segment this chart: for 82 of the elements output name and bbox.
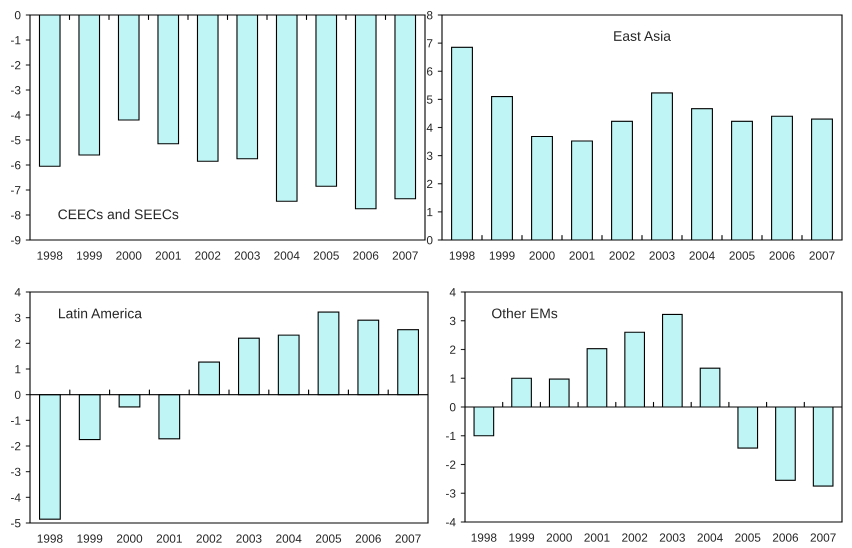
x-tick-label: 2002 [196, 534, 222, 543]
y-tick-label: -5 [11, 519, 20, 528]
y-tick-label: -3 [11, 468, 20, 476]
x-tick-label: 2004 [274, 251, 300, 260]
y-tick-label: -8 [11, 211, 20, 220]
x-tick-label: 2001 [156, 534, 182, 543]
x-tick-label: 2003 [236, 534, 262, 543]
x-tick-label: 1999 [77, 534, 102, 543]
y-tick-label: 4 [14, 288, 21, 296]
y-tick-label: 0 [14, 390, 21, 400]
x-tick-label: 2006 [353, 251, 378, 260]
y-tick-label: -7 [11, 186, 20, 194]
y-tick-label: -4 [11, 111, 21, 120]
x-tick-label: 2005 [729, 251, 755, 260]
x-tick-label: 2003 [234, 251, 260, 260]
x-tick-label: 1998 [38, 534, 63, 543]
y-tick-label: -2 [446, 460, 456, 469]
annotation: East Asia [614, 30, 671, 41]
x-tick-label: 1998 [472, 533, 496, 542]
x-tick-label: 2001 [156, 251, 181, 260]
y-tick-label: -2 [11, 61, 20, 70]
y-tick-label: 1 [427, 208, 432, 216]
y-tick-label: -3 [11, 86, 20, 94]
x-tick-label: 2000 [116, 251, 142, 260]
x-tick-label: 2001 [569, 251, 595, 260]
x-tick-label: 2003 [649, 251, 675, 260]
y-tick-label: -1 [11, 36, 20, 44]
x-tick-label: 2006 [772, 533, 798, 542]
y-tick-label: 3 [450, 316, 456, 326]
annotation: CEECs and SEECs [58, 209, 178, 220]
y-tick-label: 0 [450, 403, 456, 412]
x-tick-label: 1998 [450, 251, 475, 260]
y-tick-label: 0 [426, 236, 433, 244]
x-tick-label: 1999 [77, 251, 102, 260]
y-tick-label: -4 [446, 518, 456, 526]
y-tick-label: 8 [426, 11, 432, 20]
x-tick-label: 2007 [392, 251, 418, 260]
y-tick-label: 2 [15, 339, 20, 348]
y-tick-label: 1 [450, 374, 456, 383]
y-tick-label: -5 [11, 136, 20, 144]
x-tick-label: 2007 [809, 251, 835, 260]
y-tick-label: -2 [11, 442, 20, 450]
annotation: Other EMs [492, 308, 558, 318]
x-tick-label: 2007 [396, 534, 421, 543]
x-tick-label: 2000 [116, 534, 142, 543]
x-tick-label: 2005 [314, 251, 339, 260]
y-tick-label: 7 [427, 39, 432, 48]
y-tick-label: -3 [446, 489, 456, 498]
x-tick-label: 2001 [584, 533, 610, 542]
annotation: Latin America [59, 308, 142, 318]
y-tick-label: 3 [426, 152, 432, 160]
x-tick-label: 2002 [195, 251, 220, 260]
x-tick-label: 2003 [660, 533, 685, 542]
y-tick-label: -9 [11, 236, 20, 244]
y-tick-label: 5 [426, 96, 432, 104]
y-tick-label: 0 [14, 11, 21, 20]
y-tick-label: 4 [426, 124, 433, 132]
y-tick-label: -1 [11, 416, 20, 425]
y-tick-label: -6 [11, 161, 20, 170]
y-tick-label: 2 [450, 346, 456, 354]
x-tick-label: 1999 [509, 533, 534, 542]
x-tick-label: 2004 [698, 533, 723, 542]
x-tick-label: 2002 [622, 533, 648, 542]
x-tick-label: 2006 [769, 251, 795, 260]
x-tick-label: 2004 [689, 251, 715, 260]
y-tick-label: 2 [427, 180, 432, 188]
x-tick-label: 1999 [490, 251, 515, 260]
y-tick-label: -4 [11, 493, 21, 502]
x-tick-label: 2006 [356, 534, 381, 543]
x-tick-label: 1998 [38, 251, 62, 260]
x-tick-label: 2004 [276, 534, 302, 543]
y-tick-label: 1 [15, 365, 20, 374]
x-tick-label: 2000 [546, 533, 572, 542]
y-tick-label: 4 [450, 288, 456, 296]
y-tick-label: -1 [446, 432, 456, 440]
y-tick-label: 3 [14, 314, 20, 322]
x-tick-label: 2005 [735, 533, 760, 542]
x-tick-label: 2002 [609, 251, 635, 260]
y-tick-label: 6 [427, 67, 432, 76]
x-tick-label: 2007 [810, 533, 836, 542]
x-tick-label: 2005 [316, 534, 342, 543]
x-tick-label: 2000 [529, 251, 555, 260]
